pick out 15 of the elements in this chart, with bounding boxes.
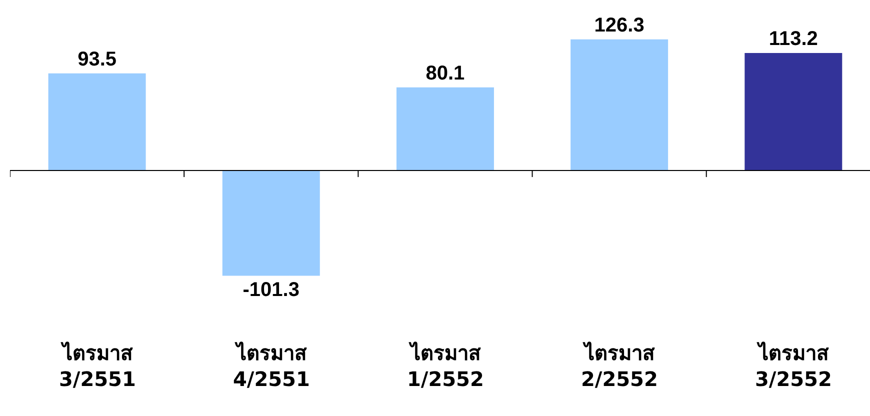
x-tick-label: ไตรมาส 2/2552	[581, 341, 658, 391]
bar	[396, 87, 494, 171]
x-tick-label: ไตรมาส 3/2551	[59, 341, 136, 391]
data-label: 113.2	[768, 28, 818, 50]
data-label: 80.1	[426, 62, 465, 84]
data-label: 126.3	[594, 14, 644, 36]
bar	[48, 73, 146, 171]
data-label: 93.5	[78, 48, 117, 70]
x-tick-label: ไตรมาส 4/2551	[233, 341, 310, 391]
bar	[222, 170, 320, 276]
x-tick-label: ไตรมาส 3/2552	[755, 341, 832, 391]
bar	[744, 52, 842, 171]
data-label: -101.3	[242, 278, 300, 301]
bar	[570, 39, 668, 171]
x-tick-label: ไตรมาส 1/2552	[407, 341, 484, 391]
